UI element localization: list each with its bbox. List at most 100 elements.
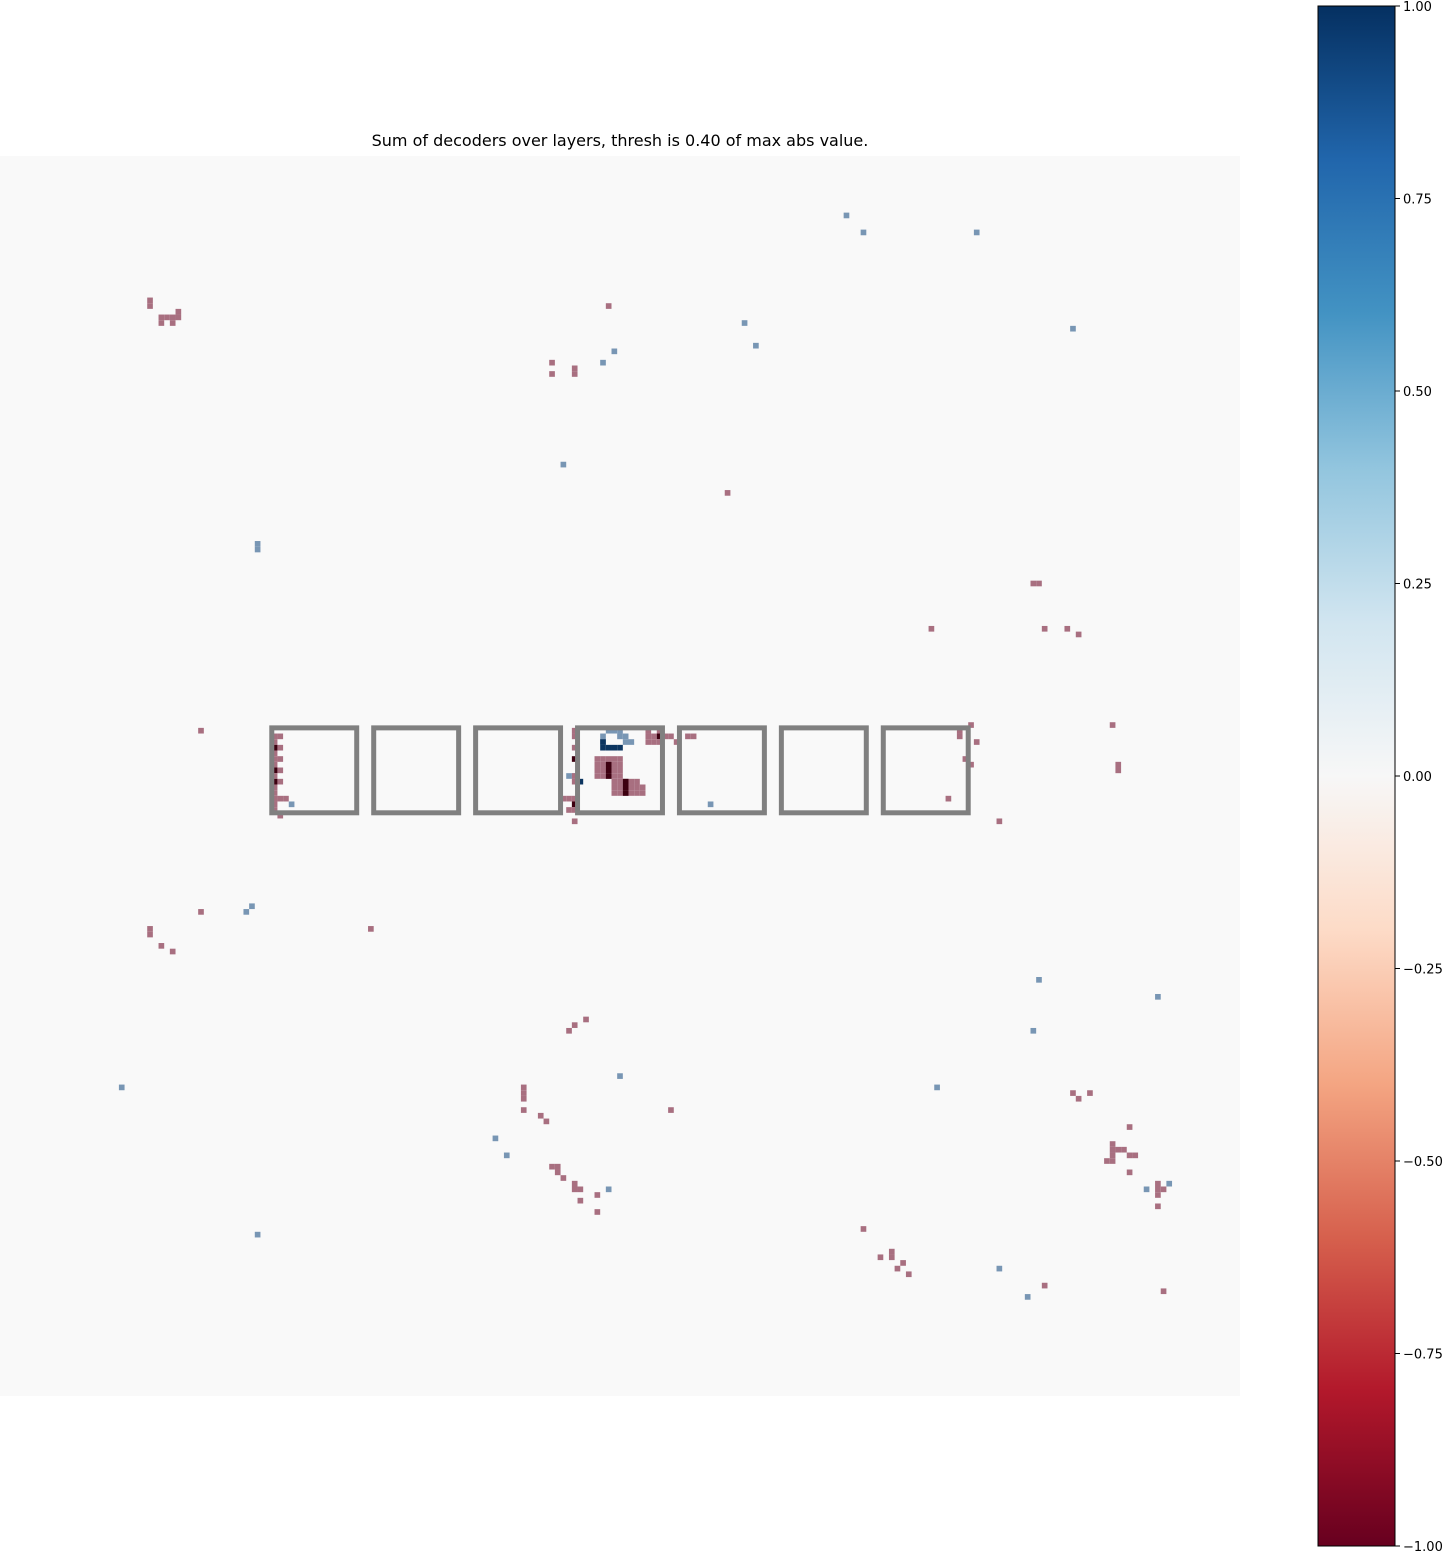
heatmap-cell	[600, 739, 606, 745]
heatmap-cell	[594, 756, 601, 762]
heatmap-cell	[1064, 625, 1071, 632]
heatmap-cell	[554, 1163, 561, 1170]
heatmap-cell	[277, 778, 284, 785]
heatmap-cell	[753, 342, 759, 349]
heatmap-cell	[617, 778, 623, 785]
heatmap-cell	[175, 314, 182, 321]
heatmap-cell	[175, 308, 182, 315]
heatmap-cell	[973, 229, 980, 236]
heatmap-cell	[594, 767, 601, 774]
heatmap-cell	[271, 744, 278, 751]
heatmap-cell	[617, 790, 623, 796]
heatmap-cell	[1155, 1180, 1161, 1187]
heatmap-cell	[271, 756, 278, 762]
heatmap-cell	[600, 767, 606, 774]
heatmap-cell	[577, 1197, 584, 1204]
heatmap-cell	[622, 790, 629, 796]
heatmap-cell	[147, 297, 153, 304]
heatmap-cell	[600, 761, 606, 768]
colorbar-tick-label: −1.00	[1403, 1540, 1443, 1554]
heatmap-cell	[554, 1169, 561, 1176]
heatmap-cell	[283, 795, 289, 802]
heatmap-cell	[611, 744, 618, 751]
heatmap-cell	[645, 727, 652, 734]
heatmap-cell	[656, 739, 663, 745]
heatmap-cell	[571, 733, 578, 740]
heatmap-cell	[888, 1248, 895, 1255]
heatmap-cell	[996, 818, 1003, 825]
heatmap-cell	[668, 733, 674, 740]
heatmap-cell	[905, 1271, 912, 1278]
heatmap-cell	[996, 1265, 1003, 1272]
heatmap-cell	[147, 931, 153, 938]
heatmap-cell	[249, 903, 255, 910]
heatmap-cell	[271, 761, 278, 768]
heatmap-cell	[934, 1084, 940, 1091]
heatmap-cell	[549, 1163, 555, 1170]
heatmap-cell	[645, 733, 652, 740]
heatmap-cell	[617, 784, 623, 791]
heatmap-cell	[622, 778, 629, 785]
heatmap-cell	[571, 1186, 578, 1193]
heatmap-cell	[594, 773, 601, 779]
chart-title: Sum of decoders over layers, thresh is 0…	[371, 131, 869, 150]
heatmap-cell	[254, 546, 261, 553]
heatmap-cell	[571, 773, 578, 779]
heatmap-cell	[611, 727, 618, 734]
heatmap-cell	[617, 733, 623, 740]
heatmap-cell	[1109, 1146, 1116, 1153]
heatmap-cell	[277, 812, 284, 819]
heatmap-cell	[1121, 1146, 1127, 1153]
heatmap-cell	[198, 909, 204, 915]
heatmap-cell	[1109, 722, 1116, 728]
heatmap-cell	[492, 1135, 499, 1142]
heatmap-cell	[628, 739, 635, 745]
heatmap-cell	[611, 778, 618, 785]
heatmap-cell	[158, 943, 165, 949]
heatmap-cell	[271, 784, 278, 791]
heatmap-cell	[1126, 1152, 1133, 1159]
heatmap-cell	[605, 727, 612, 734]
box-outline-7	[880, 725, 971, 816]
heatmap-cell	[571, 744, 578, 751]
heatmap-cell	[164, 314, 170, 321]
heatmap-cell	[566, 807, 572, 813]
heatmap-cell	[549, 359, 555, 366]
heatmap-cell	[617, 767, 623, 774]
heatmap-cell	[622, 739, 629, 745]
heatmap-cell	[271, 795, 278, 802]
heatmap-cell	[860, 1226, 867, 1232]
heatmap-cell	[651, 733, 657, 740]
heatmap-cell	[277, 744, 284, 751]
heatmap-cell	[605, 767, 612, 774]
heatmap-cell	[271, 807, 278, 813]
heatmap-cell	[1155, 1192, 1161, 1198]
colorbar-tick-label: −0.50	[1403, 1155, 1443, 1170]
heatmap-cell	[571, 807, 578, 813]
box-outline-5	[676, 725, 767, 816]
heatmap-cell	[198, 727, 204, 734]
heatmap-cell	[600, 744, 606, 751]
heatmap-cell	[254, 541, 261, 547]
heatmap-cell	[271, 767, 278, 774]
heatmap-cell	[1109, 1152, 1116, 1159]
heatmap-cell	[571, 371, 578, 377]
heatmap-cell	[611, 773, 618, 779]
heatmap-cell	[605, 773, 612, 779]
heatmap-cell	[158, 320, 165, 326]
heatmap-cell	[1166, 1180, 1173, 1187]
heatmap-cell	[566, 773, 572, 779]
heatmap-cell	[639, 790, 646, 796]
heatmap-cell	[928, 625, 935, 632]
colorbar-tick-label: 1.00	[1403, 0, 1432, 15]
heatmap-cell	[617, 773, 623, 779]
heatmap-cell	[169, 320, 176, 326]
heatmap-cell	[1155, 993, 1161, 1000]
heatmap-cell	[1070, 325, 1076, 332]
heatmap-cell	[169, 314, 176, 321]
heatmap-cell	[1126, 1169, 1133, 1176]
colorbar-ticks: −1.00 −0.75 −0.50 −0.25 0.00 0.25 0.50 0.75 1.00	[1395, 0, 1443, 1554]
heatmap-cell	[1030, 580, 1037, 587]
heatmap-cell	[577, 778, 584, 785]
